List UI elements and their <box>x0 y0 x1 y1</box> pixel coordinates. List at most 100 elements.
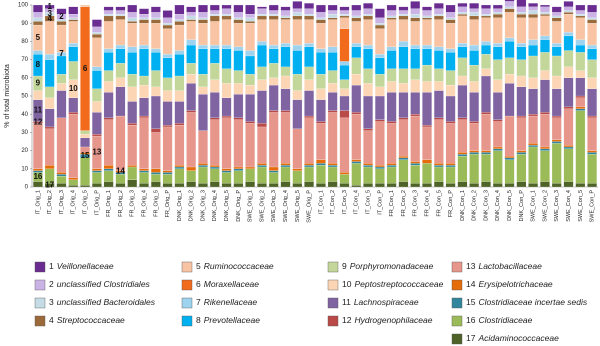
bar-segment <box>563 10 574 13</box>
bar-segment <box>33 181 43 188</box>
bar-segment <box>339 13 350 17</box>
bar-segment <box>209 21 220 46</box>
segment-number: 6 <box>83 64 88 73</box>
bar-segment <box>469 154 480 184</box>
x-tick-label: IT_Orig_3 <box>59 190 65 214</box>
legend-label: 14 Erysipelotrichaceae <box>466 279 553 289</box>
bar-segment <box>280 166 291 182</box>
legend-swatch <box>327 279 339 291</box>
bar-segment <box>68 17 79 20</box>
bar-segment <box>150 52 161 71</box>
bar-segment <box>528 183 538 188</box>
legend-swatch <box>451 261 463 273</box>
bar-segment <box>481 150 491 153</box>
bar-segment <box>92 66 102 71</box>
bar-segment <box>44 126 55 129</box>
bar-segment <box>280 112 291 164</box>
bar-segment <box>363 128 373 131</box>
bar-segment <box>375 23 385 26</box>
bar-segment <box>233 170 244 184</box>
y-tick-label: 20 <box>21 148 28 154</box>
bar-segment <box>528 6 538 11</box>
bar-segment <box>375 165 385 168</box>
bar-segment <box>410 79 421 93</box>
bar-segment <box>504 1 515 7</box>
bar-segment <box>516 115 527 118</box>
bar-segment <box>540 13 550 17</box>
bar-segment <box>280 110 291 113</box>
bar-segment <box>139 19 149 24</box>
bar-segment <box>327 92 338 111</box>
segment-number: 16 <box>33 172 42 181</box>
bar-segment <box>245 4 255 15</box>
bar-segment <box>257 15 267 20</box>
bar-segment <box>492 17 503 44</box>
bar-segment <box>386 121 397 124</box>
bar-segment <box>492 183 503 188</box>
bar-segment <box>528 143 538 146</box>
bar-segment <box>410 68 421 80</box>
bar-segment <box>457 84 468 118</box>
bar-segment <box>280 10 291 17</box>
bar-segment <box>304 163 314 166</box>
bar-segment <box>492 13 503 18</box>
bar-segment <box>316 52 326 75</box>
bar-segment <box>280 15 291 18</box>
bar-segment <box>351 17 362 22</box>
bar-segment <box>422 183 432 188</box>
bar-segment <box>386 68 397 82</box>
y-tick-label: 50 <box>21 94 28 100</box>
legend-swatch <box>327 315 339 327</box>
bar-segment <box>150 132 161 169</box>
bar-segment <box>44 86 55 98</box>
bar-segment <box>587 48 597 60</box>
bar-segment <box>445 166 456 184</box>
bar-segment <box>339 28 350 62</box>
bar-segment <box>80 134 90 138</box>
bar-segment <box>316 23 326 49</box>
bar-segment <box>139 172 149 184</box>
bar-segment <box>103 70 114 82</box>
bar-segment <box>528 3 538 7</box>
bar-segment <box>375 24 385 29</box>
bar-segment <box>528 114 538 117</box>
bar-segment <box>587 77 597 89</box>
bar-segment <box>516 75 527 88</box>
bar-segment <box>115 115 126 171</box>
bar-segment <box>56 83 67 91</box>
y-tick-label: 60 <box>21 75 28 81</box>
bar-segment <box>327 112 338 164</box>
bar-segment <box>492 79 503 93</box>
bar-segment <box>127 123 138 126</box>
bar-segment <box>492 150 503 184</box>
bar-segment <box>198 94 208 131</box>
bar-segment <box>139 13 149 18</box>
bar-segment <box>445 121 456 124</box>
bar-segment <box>115 6 126 11</box>
bar-segment <box>92 32 102 35</box>
bar-segment <box>44 97 55 109</box>
bar-segment <box>186 110 197 113</box>
bar-segment <box>92 88 102 102</box>
bar-segment <box>245 23 255 51</box>
legend-label: 8 Prevotellaceae <box>196 315 260 325</box>
bar-segment <box>257 44 267 67</box>
bar-segment <box>563 77 574 108</box>
bar-segment <box>504 8 515 13</box>
legend-name: unclassified Clostridiales <box>57 279 151 289</box>
legend-swatch <box>181 297 193 309</box>
bar-segment <box>540 70 550 80</box>
y-axis-label: % of total microbiota <box>4 64 11 128</box>
bar-segment <box>540 181 550 188</box>
bar-segment <box>386 46 397 51</box>
bar-segment <box>268 166 279 171</box>
x-tick-label: IT_Con_5 <box>366 190 372 214</box>
bar-segment <box>386 19 397 47</box>
bar-segment <box>56 8 67 15</box>
legend-name: Porphyromonadaceae <box>350 261 434 271</box>
bar-segment <box>492 59 503 80</box>
bar-segment <box>363 15 373 20</box>
bar-segment <box>245 121 255 124</box>
bar-segment <box>327 19 338 47</box>
bar-segment <box>492 43 503 47</box>
